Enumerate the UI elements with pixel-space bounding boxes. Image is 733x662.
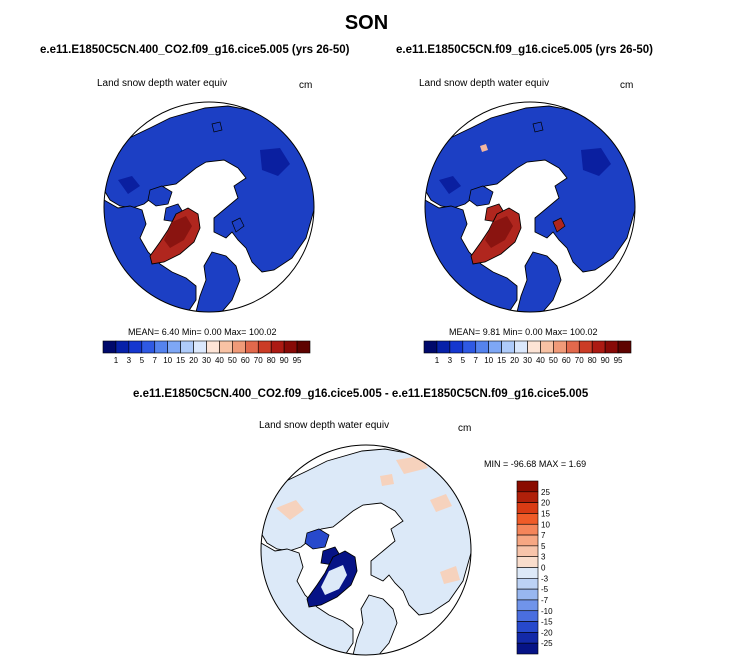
colorbar-box — [516, 588, 539, 601]
panel1-variable-label: Land snow depth water equiv — [97, 78, 228, 89]
colorbar-box — [516, 599, 539, 612]
colorbar-box — [516, 545, 539, 557]
panel1-map-border — [103, 101, 315, 313]
colorbar-tick-label: 7 — [474, 356, 479, 365]
colorbar-tick-label: 5 — [461, 356, 466, 365]
colorbar-tick-label: 20 — [510, 356, 519, 365]
panel3-variable-label: Land snow depth water equiv — [259, 420, 390, 431]
colorbar-tick-label: 40 — [536, 356, 545, 365]
colorbar-tick-label: -15 — [541, 618, 553, 627]
colorbar-box — [617, 340, 632, 354]
colorbar-tick-label: 3 — [541, 553, 546, 562]
colorbar-tick-label: -3 — [541, 574, 549, 583]
colorbar-tick-label: 20 — [541, 499, 550, 508]
panel2-variable-label: Land snow depth water equiv — [419, 78, 550, 89]
panel1-land-namerica-east — [195, 251, 241, 312]
panel2-land-archipelago — [468, 185, 494, 207]
colorbar-tick-label: 25 — [541, 488, 550, 497]
colorbar-tick-label: 50 — [228, 356, 237, 365]
colorbar-tick-label: 5 — [541, 542, 546, 551]
panel1-units-label: cm — [299, 80, 313, 91]
colorbar-tick-label: 95 — [614, 356, 623, 365]
colorbar-tick-label: 70 — [575, 356, 584, 365]
colorbar-box — [516, 567, 539, 579]
colorbar-tick-label: 7 — [541, 531, 546, 540]
colorbar-box — [516, 610, 539, 622]
colorbar-tick-label: 90 — [280, 356, 289, 365]
colorbar-tick-label: 80 — [588, 356, 597, 365]
colorbar-tick-label: 80 — [267, 356, 276, 365]
colorbar-box — [296, 340, 311, 354]
colorbar-tick-label: 10 — [541, 520, 550, 529]
colorbar-tick-label: 1 — [114, 356, 119, 365]
panel2-map-border — [424, 101, 636, 313]
colorbar-box — [516, 491, 539, 503]
page-title: SON — [344, 12, 389, 34]
colorbar-tick-label: -20 — [541, 628, 553, 637]
colorbar-tick-label: -10 — [541, 607, 553, 616]
colorbar-tick-label: 70 — [254, 356, 263, 365]
colorbar-box — [516, 632, 539, 644]
colorbar-tick-label: 15 — [541, 509, 550, 518]
colorbar-tick-label: 7 — [153, 356, 158, 365]
colorbar-box — [516, 523, 539, 536]
colorbar-tick-label: 20 — [189, 356, 198, 365]
colorbar-box — [516, 513, 539, 525]
colorbar-box — [516, 502, 539, 514]
colorbar-box — [516, 556, 539, 568]
panel2-units-label: cm — [620, 80, 634, 91]
panel2-stats: MEAN= 9.81 Min= 0.00 Max= 100.02 — [449, 327, 598, 337]
panel1-title: e.e11.E1850C5CN.400_CO2.f09_g16.cice5.00… — [40, 44, 350, 56]
colorbar-box — [516, 578, 539, 590]
colorbar-box — [516, 642, 539, 655]
panel3-stats: MIN = -96.68 MAX = 1.69 — [484, 459, 587, 469]
colorbar-box — [516, 534, 539, 547]
colorbar-tick-label: 10 — [484, 356, 493, 365]
panel2-land-namerica-east — [516, 251, 562, 312]
colorbar-tick-label: -25 — [541, 639, 553, 648]
colorbar-tick-label: -7 — [541, 596, 549, 605]
panel3-positive-patch — [276, 500, 304, 520]
colorbar-tick-label: 60 — [562, 356, 571, 365]
colorbar-tick-label: 60 — [241, 356, 250, 365]
colorbar-tick-label: 3 — [448, 356, 453, 365]
colorbar-tick-label: -5 — [541, 585, 549, 594]
colorbar-tick-label: 30 — [202, 356, 211, 365]
colorbar-tick-label: 0 — [541, 564, 546, 573]
colorbar-tick-label: 95 — [293, 356, 302, 365]
panel1-stats: MEAN= 6.40 Min= 0.00 Max= 100.02 — [128, 327, 277, 337]
colorbar-box — [516, 480, 539, 493]
panel3-land-namerica-east — [352, 594, 398, 655]
panel2-title: e.e11.E1850C5CN.f09_g16.cice5.005 (yrs 2… — [396, 44, 654, 56]
panel3-title: e.e11.E1850C5CN.400_CO2.f09_g16.cice5.00… — [133, 388, 589, 400]
colorbar-tick-label: 15 — [497, 356, 506, 365]
colorbar-tick-label: 1 — [435, 356, 440, 365]
colorbar-tick-label: 50 — [549, 356, 558, 365]
colorbar-box — [516, 621, 539, 633]
panel3-land-archipelago — [304, 528, 330, 550]
colorbar-tick-label: 90 — [601, 356, 610, 365]
colorbar-tick-label: 5 — [140, 356, 145, 365]
colorbar-tick-label: 15 — [176, 356, 185, 365]
colorbar-tick-label: 3 — [127, 356, 132, 365]
colorbar-tick-label: 10 — [163, 356, 172, 365]
panel1-land-archipelago — [147, 185, 173, 207]
panel3-units-label: cm — [458, 423, 472, 434]
colorbar-tick-label: 30 — [523, 356, 532, 365]
panel3-map-border — [260, 444, 472, 656]
colorbar-tick-label: 40 — [215, 356, 224, 365]
